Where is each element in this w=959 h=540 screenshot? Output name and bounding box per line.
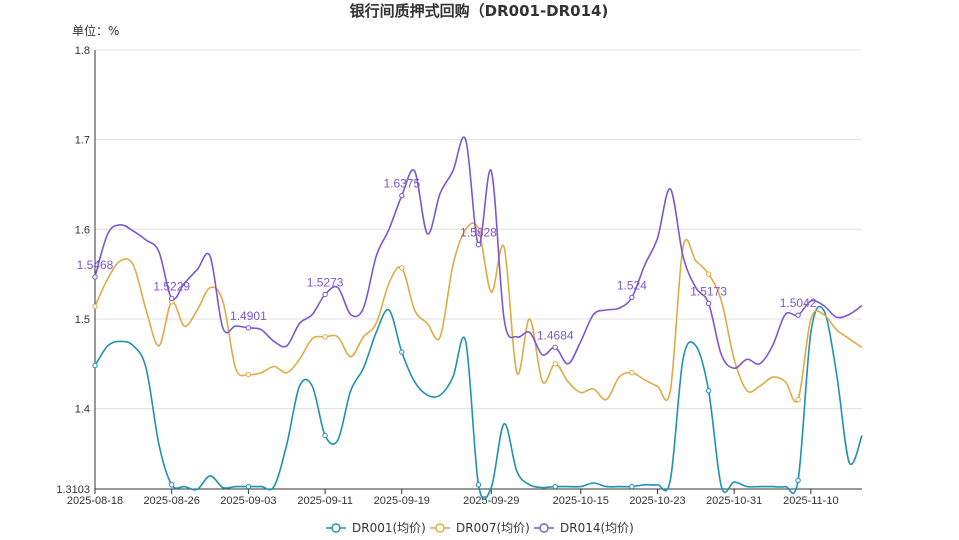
data-point[interactable] (795, 312, 801, 318)
data-point[interactable] (552, 483, 558, 490)
legend-item-2[interactable]: DR007(均价) (430, 521, 530, 535)
data-label: 1.5042 (780, 296, 817, 310)
y-tick-label: 1.4 (75, 404, 90, 416)
data-point[interactable] (629, 370, 635, 376)
legend-label: DR007(均价) (456, 521, 530, 535)
legend-label: DR001(均价) (352, 521, 426, 535)
axes: 1.3103 1.4 1.5 1.6 1.7 1.8 2025-08-18 2025-08-2… (56, 45, 862, 507)
chart-title: 银行间质押式回购（DR001-DR014) (350, 2, 609, 20)
y-tick-label: 1.3103 (56, 484, 90, 496)
y-tick-label: 1.7 (75, 135, 90, 147)
legend-item-1[interactable]: DR001(均价) (326, 521, 426, 535)
legend-label: DR014(均价) (560, 521, 634, 535)
x-tick-label: 2025-11-10 (783, 495, 838, 507)
data-point[interactable] (245, 371, 252, 378)
data-point[interactable] (552, 344, 558, 350)
data-label: 1.4901 (230, 309, 267, 323)
data-point[interactable] (322, 334, 328, 340)
legend-item-3[interactable]: DR014(均价) (534, 521, 634, 535)
data-label: 1.5173 (690, 284, 727, 298)
data-point[interactable] (92, 362, 98, 369)
x-tick-label: 2025-09-11 (297, 495, 352, 507)
series-line (94, 305, 863, 500)
y-tick-label: 1.8 (75, 45, 90, 57)
x-tick-label: 2025-09-03 (220, 495, 276, 507)
data-point[interactable] (322, 291, 328, 298)
data-point[interactable] (629, 294, 635, 301)
series-group (92, 136, 863, 500)
data-point[interactable] (92, 274, 98, 280)
x-tick-label: 2025-08-26 (144, 495, 200, 507)
data-point[interactable] (169, 295, 175, 302)
data-point[interactable] (399, 265, 405, 271)
y-tick-label: 1.6 (75, 224, 90, 236)
y-tick-label: 1.5 (75, 314, 90, 326)
data-point[interactable] (629, 483, 635, 490)
legend[interactable]: DR001(均价) DR007(均价) DR014(均价) (326, 521, 634, 535)
data-label: 1.6375 (383, 177, 420, 191)
series-3 (92, 136, 863, 369)
data-label: 1.5828 (460, 226, 497, 240)
data-point[interactable] (245, 325, 252, 331)
series-1 (92, 305, 863, 500)
data-label: 1.4684 (537, 328, 574, 342)
data-point[interactable] (399, 349, 405, 355)
data-label: 1.5468 (77, 258, 114, 272)
unit-label: 单位：% (72, 23, 119, 38)
legend-marker (435, 523, 445, 533)
data-point[interactable] (795, 477, 801, 484)
data-point[interactable] (552, 361, 558, 367)
data-label: 1.5229 (153, 279, 190, 293)
data-point[interactable] (322, 432, 328, 439)
data-labels: 1.5468 1.5229 1.4901 1.5273 1.6375 1.5828 1.46… (77, 177, 817, 343)
data-point[interactable] (92, 303, 98, 310)
data-point[interactable] (475, 242, 482, 248)
data-point[interactable] (399, 192, 405, 199)
legend-marker (331, 523, 341, 533)
series-line (94, 136, 863, 369)
data-label: 1.5273 (307, 275, 344, 289)
x-tick-label: 2025-10-23 (629, 495, 685, 507)
data-point[interactable] (705, 387, 712, 394)
x-tick-label: 2025-09-19 (374, 495, 430, 507)
series-line (94, 222, 863, 403)
data-point[interactable] (795, 396, 801, 403)
x-tick-label: 2025-08-18 (67, 495, 123, 507)
data-point[interactable] (169, 482, 175, 488)
legend-marker (539, 523, 549, 533)
series-2 (92, 222, 863, 403)
data-point[interactable] (705, 300, 712, 307)
x-tick-label: 2025-10-31 (706, 495, 762, 507)
data-point[interactable] (245, 483, 252, 490)
x-tick-label: 2025-10-15 (553, 495, 609, 507)
data-point[interactable] (705, 271, 712, 277)
data-point[interactable] (475, 482, 482, 488)
data-label: 1.524 (617, 278, 647, 292)
x-tick-label: 2025-09-29 (463, 495, 519, 507)
